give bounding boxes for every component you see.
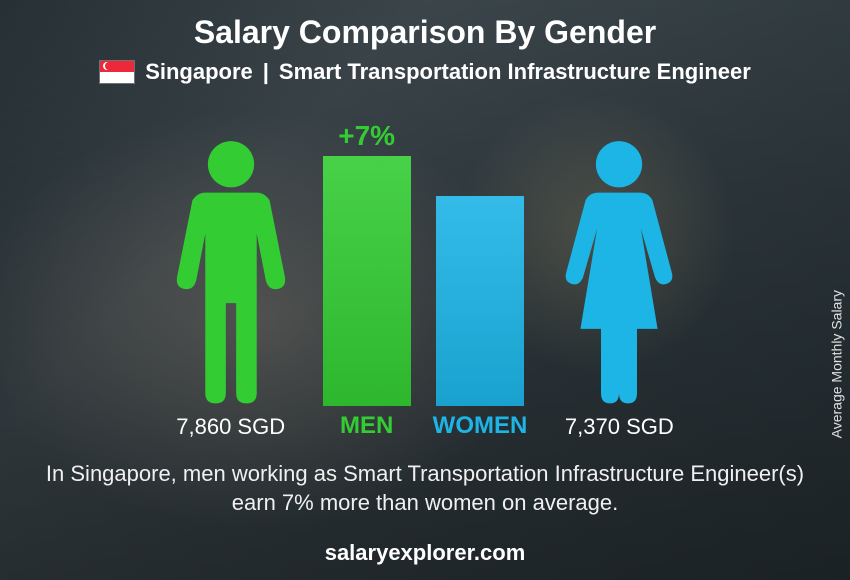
summary-text: In Singapore, men working as Smart Trans… <box>40 459 810 518</box>
subtitle-job: Smart Transportation Infrastructure Engi… <box>279 59 751 85</box>
men-column: 7,860 SGD <box>161 136 301 440</box>
men-bar-column: +7% MEN <box>323 156 411 440</box>
subtitle: Singapore | Smart Transportation Infrast… <box>0 59 850 85</box>
page-title: Salary Comparison By Gender <box>0 0 850 51</box>
men-bar-label: MEN <box>340 412 393 440</box>
male-icon <box>166 136 296 406</box>
women-column: 7,370 SGD <box>549 136 689 440</box>
footer-source: salaryexplorer.com <box>0 540 850 566</box>
female-icon <box>554 136 684 406</box>
chart: 7,860 SGD +7% MEN WOMEN 7,370 SGD <box>0 100 850 440</box>
flag-icon <box>99 60 135 84</box>
y-axis-label: Average Monthly Salary <box>828 290 844 438</box>
women-bar <box>436 196 524 406</box>
difference-label: +7% <box>338 120 395 152</box>
subtitle-country: Singapore <box>145 59 253 85</box>
women-salary: 7,370 SGD <box>565 414 674 440</box>
subtitle-separator: | <box>263 59 269 85</box>
women-bar-label: WOMEN <box>433 412 528 440</box>
men-salary: 7,860 SGD <box>176 414 285 440</box>
men-bar <box>323 156 411 406</box>
women-bar-column: WOMEN <box>433 196 528 440</box>
